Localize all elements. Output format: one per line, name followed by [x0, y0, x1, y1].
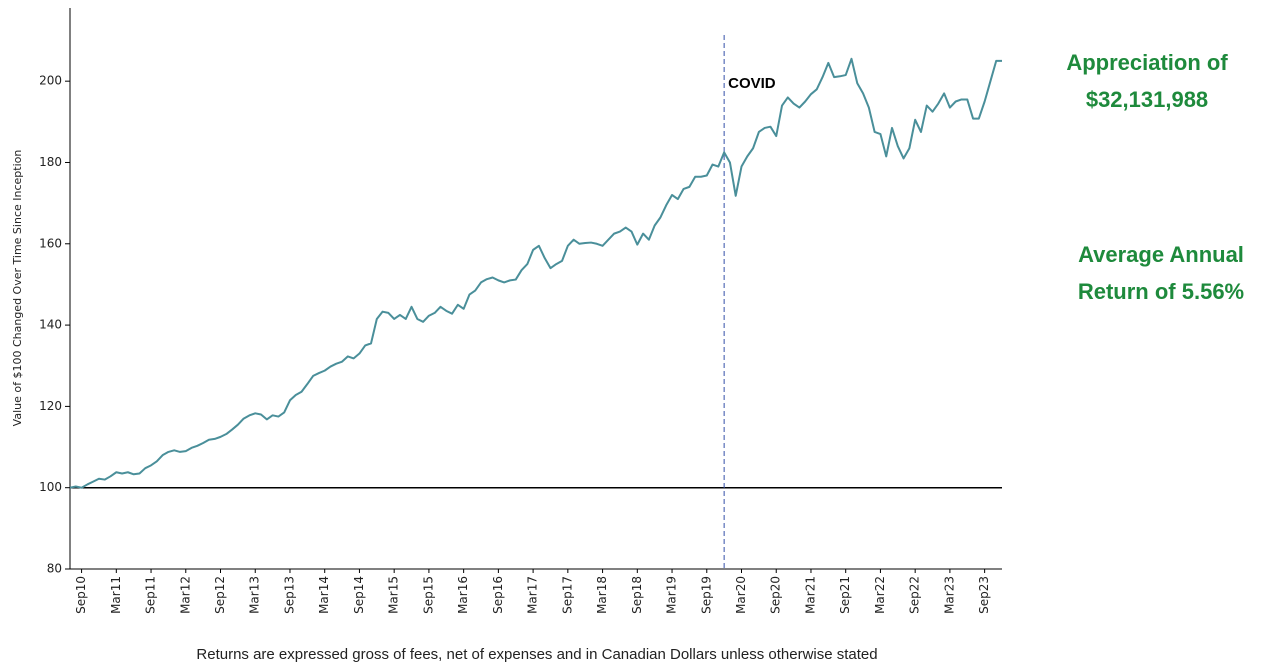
x-tick-label: Mar14: [317, 576, 331, 614]
x-tick-label: Mar11: [109, 576, 123, 614]
x-tick-label: Sep18: [630, 576, 644, 614]
x-tick-label: Sep21: [838, 576, 852, 614]
y-axis-label: Value of $100 Changed Over Time Since In…: [11, 150, 24, 427]
y-tick-label: 80: [47, 562, 62, 576]
x-tick-label: Sep16: [491, 576, 505, 614]
annotation-label: COVID: [728, 75, 776, 92]
x-tick-label: Mar12: [178, 576, 192, 614]
y-tick-label: 140: [39, 318, 62, 332]
x-tick-label: Mar18: [595, 576, 609, 614]
x-tick-label: Sep12: [213, 576, 227, 614]
x-tick-label: Sep23: [977, 576, 991, 614]
x-tick-label: Sep10: [74, 576, 88, 614]
x-tick-label: Mar21: [803, 576, 817, 614]
x-tick-label: Mar13: [248, 576, 262, 614]
x-tick-label: Mar15: [387, 576, 401, 614]
x-tick-label: Mar19: [665, 576, 679, 614]
x-tick-label: Sep15: [421, 576, 435, 614]
x-tick-label: Sep13: [282, 576, 296, 614]
x-tick-label: Sep19: [699, 576, 713, 614]
side-note: Appreciation of: [1066, 50, 1228, 75]
y-tick-label: 160: [39, 236, 62, 250]
x-tick-label: Sep17: [560, 576, 574, 614]
x-tick-label: Mar22: [873, 576, 887, 614]
side-note: Return of 5.56%: [1078, 279, 1244, 304]
x-tick-label: Mar16: [456, 576, 470, 614]
x-tick-label: Mar17: [526, 576, 540, 614]
y-tick-label: 180: [39, 155, 62, 169]
y-tick-label: 100: [39, 480, 62, 494]
side-note: Average Annual: [1078, 242, 1244, 267]
x-tick-label: Sep20: [769, 576, 783, 614]
footnote: Returns are expressed gross of fees, net…: [196, 646, 877, 663]
x-tick-label: Mar20: [734, 576, 748, 614]
x-tick-label: Sep14: [352, 576, 366, 614]
y-tick-label: 120: [39, 399, 62, 413]
x-tick-label: Sep22: [908, 576, 922, 614]
x-tick-label: Mar23: [942, 576, 956, 614]
data-line: [69, 57, 1002, 489]
y-tick-label: 200: [39, 74, 62, 88]
x-tick-label: Sep11: [144, 576, 158, 614]
side-note: $32,131,988: [1086, 87, 1208, 112]
